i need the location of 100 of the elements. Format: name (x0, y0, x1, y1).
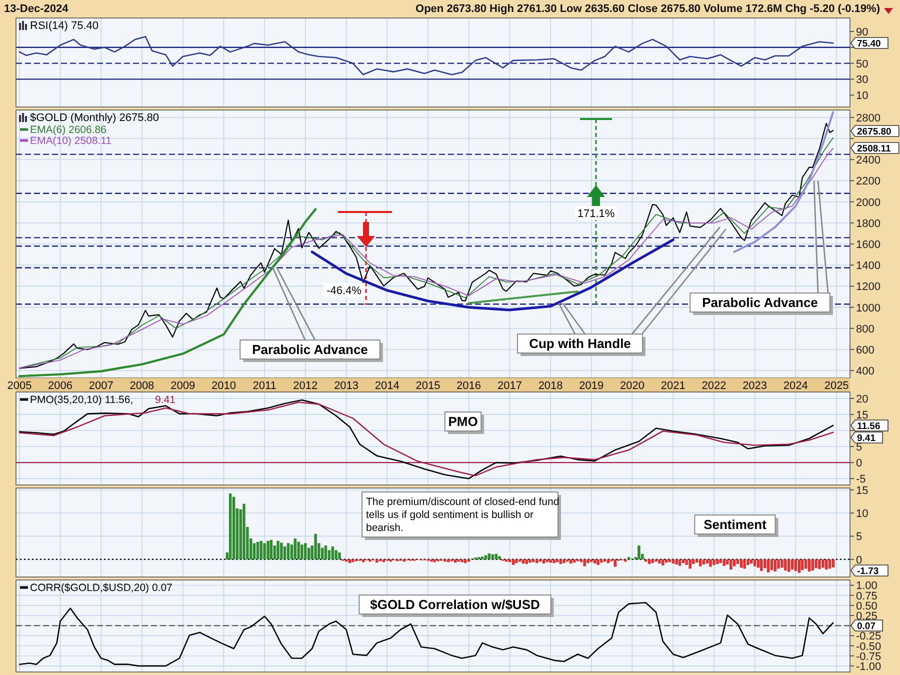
x-tick-label: 2007 (88, 380, 114, 392)
series-label: 9.41 (155, 394, 176, 406)
x-tick-label: 2010 (211, 380, 236, 392)
bar (334, 550, 338, 560)
bar (389, 559, 392, 562)
y-tick-label: 2000 (856, 196, 880, 209)
line-series (18, 36, 834, 76)
bar (716, 559, 719, 564)
annotation: Sentiment (704, 517, 768, 532)
bar (270, 540, 273, 560)
x-tick-label: 2012 (293, 380, 318, 392)
bar (800, 559, 804, 570)
bar (822, 559, 824, 568)
bar (304, 543, 307, 560)
y-tick-label: 90 (856, 26, 868, 39)
legend-label: PMO(35,20,10) 11.56, (30, 394, 134, 406)
bar (712, 559, 716, 565)
y-tick-label: -0.75 (856, 650, 882, 663)
bar (314, 534, 317, 560)
bar (780, 559, 784, 568)
annotation: Parabolic Advance (702, 295, 818, 310)
y-tick-label: 2800 (856, 112, 880, 124)
y-tick-label: 1.00 (856, 580, 878, 592)
bar (562, 559, 566, 564)
bar (808, 559, 811, 572)
bar (276, 540, 280, 560)
y-tick-label: 600 (856, 344, 874, 357)
bar (832, 559, 834, 568)
y-tick-label: -0.25 (856, 630, 882, 643)
text: 0.07 (857, 621, 876, 632)
text: 2675.80 (857, 126, 892, 138)
legend-label: CORR($GOLD,$USD,20) 0.07 (30, 582, 173, 594)
bar (232, 496, 236, 560)
bar (263, 543, 266, 560)
y-tick-label: 0 (856, 554, 862, 566)
y-tick-label: 0 (856, 458, 862, 470)
y-tick-label: 1200 (856, 281, 880, 294)
y-tick-label: 800 (856, 323, 874, 336)
x-tick-label: 2017 (497, 380, 522, 392)
bar (552, 559, 556, 564)
y-tick-label: 400 (856, 366, 874, 378)
bar (536, 559, 538, 564)
x-tick-label: 2014 (374, 380, 400, 392)
y-tick-label: 10 (856, 508, 868, 520)
y-tick-label: 15 (856, 409, 868, 422)
annotation: 171.1% (577, 208, 615, 220)
y-tick-label: 2400 (856, 154, 880, 167)
bar (297, 542, 300, 560)
bar (566, 559, 569, 562)
bar (286, 543, 290, 560)
bar (331, 546, 334, 560)
bar (732, 559, 736, 566)
text: 75.40 (857, 38, 881, 50)
bar (794, 559, 797, 571)
text: 11.56 (857, 421, 880, 432)
y-tick-label: -5 (856, 474, 866, 486)
bar (368, 559, 372, 562)
x-tick-label: 2005 (7, 380, 32, 392)
bar (590, 559, 593, 562)
text: -1.73 (857, 566, 879, 577)
bar (549, 559, 552, 563)
bar (260, 540, 262, 560)
bar (498, 556, 501, 560)
y-tick-label: 1800 (856, 218, 880, 230)
legend-label: EMA(6) 2606.86 (30, 124, 107, 136)
y-tick-label: 2200 (856, 176, 880, 188)
bar (811, 559, 814, 571)
bar (488, 553, 491, 560)
bar (583, 559, 586, 566)
bar (256, 542, 260, 560)
x-tick-label: 2025 (824, 380, 849, 392)
bar (228, 494, 232, 560)
annotation: The premium/discount of closed-end fund tells us if gold sentiment is bullish or bearish. (366, 496, 560, 534)
annotation: PMO (448, 414, 478, 429)
bar (402, 559, 406, 562)
bar (730, 559, 732, 570)
bar (430, 559, 433, 562)
x-tick-label: 2018 (538, 380, 563, 392)
chart-title: $GOLD (Monthly) 2675.80 (30, 112, 160, 124)
x-tick-label: 2008 (130, 380, 154, 392)
bar (698, 559, 702, 566)
bar (709, 559, 712, 567)
bar (658, 559, 661, 564)
bar (283, 546, 286, 560)
x-tick-label: 2015 (416, 380, 440, 392)
annotation: $GOLD Correlation w/$USD (370, 597, 540, 612)
y-tick-label: 5 (856, 531, 862, 544)
bar (651, 559, 654, 564)
y-tick-label: 0.75 (856, 590, 878, 602)
x-tick-label: 2022 (702, 380, 726, 392)
x-tick-label: 2016 (456, 380, 482, 392)
y-tick-label: 15 (856, 484, 868, 497)
bar (798, 559, 800, 573)
bar (614, 559, 616, 567)
y-tick-label: 10 (856, 90, 868, 102)
bar (743, 559, 746, 569)
x-tick-label: 2021 (660, 380, 686, 392)
y-tick-label: 1400 (856, 260, 880, 272)
bar (722, 559, 726, 566)
bar (770, 559, 774, 570)
